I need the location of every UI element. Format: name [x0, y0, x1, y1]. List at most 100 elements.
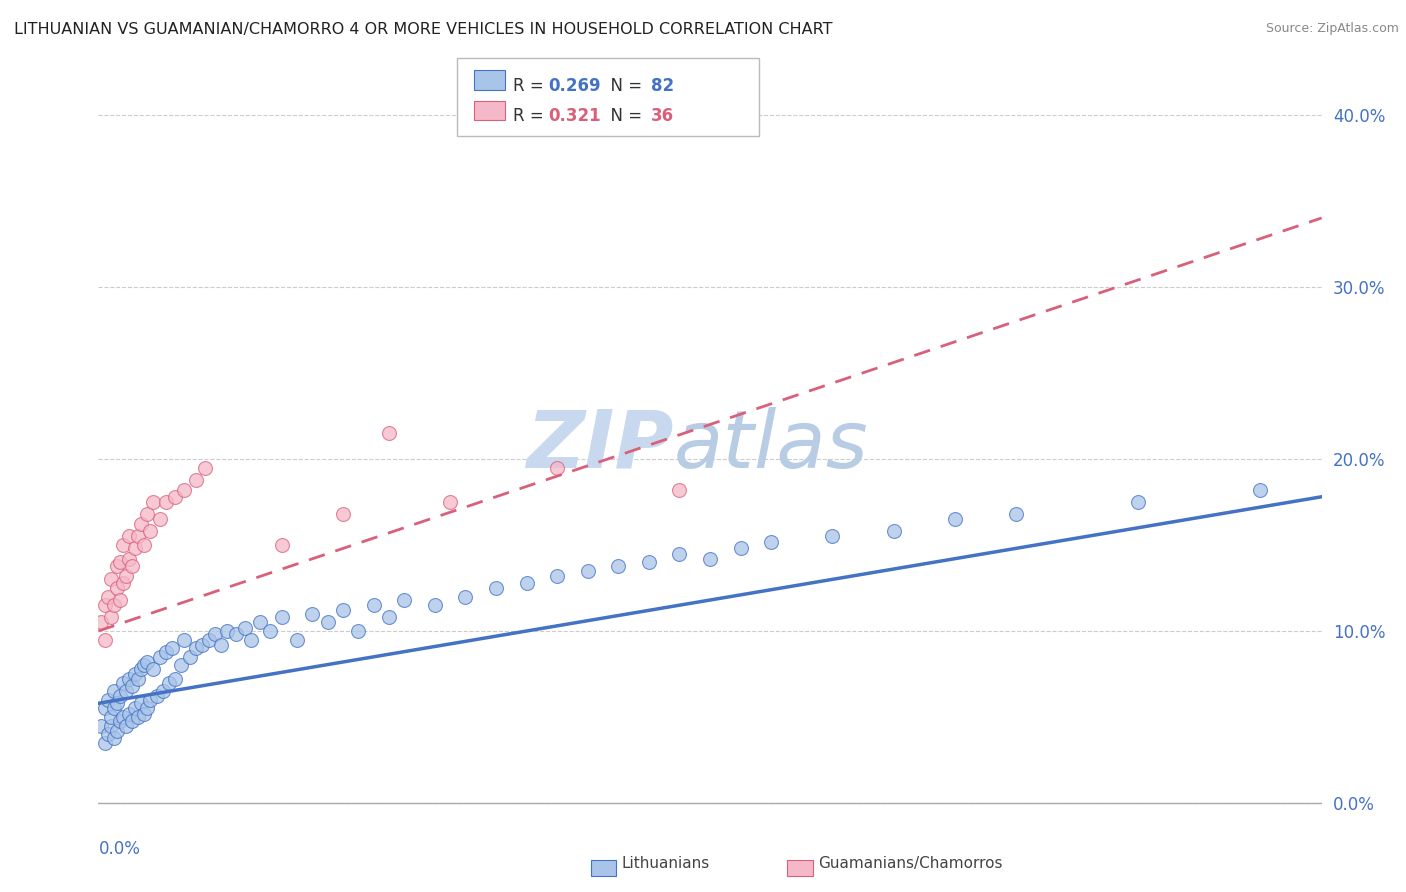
Point — [111, 675, 134, 690]
Point — [105, 696, 128, 710]
Point — [90, 615, 112, 630]
Text: ZIP: ZIP — [526, 407, 673, 485]
Point — [115, 569, 138, 583]
Point — [103, 731, 125, 745]
Point — [124, 701, 146, 715]
Point — [546, 460, 568, 475]
Point — [118, 672, 141, 686]
Text: 36: 36 — [651, 107, 673, 125]
Point — [699, 551, 721, 566]
Point — [332, 603, 354, 617]
Point — [378, 426, 401, 441]
Point — [129, 662, 152, 676]
Point — [136, 507, 159, 521]
Point — [124, 541, 146, 556]
Point — [136, 701, 159, 715]
Point — [105, 581, 128, 595]
Point — [108, 593, 131, 607]
Point — [186, 641, 208, 656]
Text: atlas: atlas — [673, 407, 868, 485]
Point — [270, 538, 292, 552]
Point — [108, 555, 131, 569]
Point — [240, 632, 263, 647]
Point — [173, 632, 195, 647]
Text: Source: ZipAtlas.com: Source: ZipAtlas.com — [1265, 22, 1399, 36]
Point — [145, 690, 167, 704]
Point — [215, 624, 238, 638]
Point — [157, 675, 180, 690]
Point — [136, 655, 159, 669]
Point — [149, 649, 172, 664]
Point — [142, 662, 165, 676]
Point — [637, 555, 661, 569]
Point — [668, 547, 690, 561]
Point — [115, 719, 138, 733]
Point — [225, 627, 247, 641]
Point — [668, 483, 690, 497]
Point — [285, 632, 308, 647]
Point — [139, 524, 162, 539]
Point — [100, 710, 122, 724]
Point — [347, 624, 370, 638]
Point — [105, 558, 128, 573]
Point — [93, 598, 115, 612]
Point — [139, 693, 162, 707]
Point — [127, 710, 149, 724]
Text: 82: 82 — [651, 77, 673, 95]
Point — [454, 590, 477, 604]
Point — [485, 581, 508, 595]
Point — [93, 632, 115, 647]
Point — [121, 558, 143, 573]
Point — [93, 701, 115, 715]
Point — [191, 638, 214, 652]
Point — [233, 621, 256, 635]
Point — [209, 638, 232, 652]
Text: R =: R = — [513, 107, 550, 125]
Point — [129, 696, 152, 710]
Point — [100, 610, 122, 624]
Point — [160, 641, 183, 656]
Point — [127, 672, 149, 686]
Point — [155, 645, 177, 659]
Point — [121, 679, 143, 693]
Point — [249, 615, 271, 630]
Point — [607, 558, 630, 573]
Point — [392, 593, 416, 607]
Point — [111, 710, 134, 724]
Text: 0.269: 0.269 — [548, 77, 600, 95]
Point — [124, 667, 146, 681]
Point — [142, 495, 165, 509]
Point — [103, 684, 125, 698]
Point — [129, 517, 152, 532]
Point — [121, 714, 143, 728]
Point — [1004, 507, 1026, 521]
Text: Guamanians/Chamorros: Guamanians/Chamorros — [818, 856, 1002, 871]
Point — [134, 706, 156, 721]
Point — [118, 706, 141, 721]
Text: R =: R = — [513, 77, 550, 95]
Point — [259, 624, 281, 638]
Point — [546, 569, 568, 583]
Point — [576, 564, 599, 578]
Point — [115, 684, 138, 698]
Point — [363, 598, 385, 612]
Point — [111, 538, 134, 552]
Point — [152, 684, 174, 698]
Point — [118, 529, 141, 543]
Text: N =: N = — [600, 77, 648, 95]
Point — [90, 719, 112, 733]
Point — [730, 541, 752, 556]
Point — [301, 607, 323, 621]
Point — [103, 701, 125, 715]
Point — [163, 490, 186, 504]
Point — [883, 524, 905, 539]
Point — [423, 598, 446, 612]
Point — [155, 495, 177, 509]
Point — [821, 529, 844, 543]
Text: LITHUANIAN VS GUAMANIAN/CHAMORRO 4 OR MORE VEHICLES IN HOUSEHOLD CORRELATION CHA: LITHUANIAN VS GUAMANIAN/CHAMORRO 4 OR MO… — [14, 22, 832, 37]
Point — [97, 693, 120, 707]
Point — [194, 460, 217, 475]
Point — [170, 658, 193, 673]
Point — [108, 714, 131, 728]
Point — [149, 512, 172, 526]
